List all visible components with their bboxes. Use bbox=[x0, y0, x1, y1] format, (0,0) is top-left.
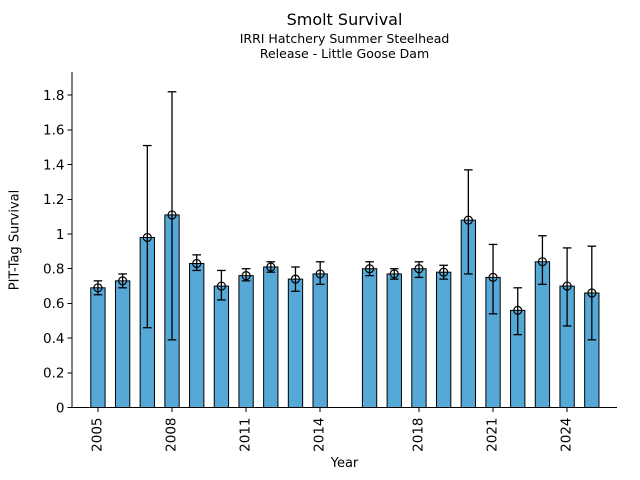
y-tick-label: 1.6 bbox=[43, 123, 64, 139]
y-tick-label: 0.2 bbox=[43, 366, 64, 382]
data-point-marker bbox=[192, 258, 202, 269]
bar bbox=[263, 266, 279, 409]
x-tick-label: 2014 bbox=[312, 418, 328, 452]
data-point-marker bbox=[241, 271, 251, 281]
data-point-marker bbox=[290, 274, 301, 284]
x-tick-label: 2021 bbox=[485, 418, 501, 452]
x-tick-label: 2005 bbox=[89, 418, 105, 452]
bar bbox=[312, 273, 328, 408]
data-point-marker bbox=[389, 269, 399, 279]
bar bbox=[189, 263, 205, 408]
data-point-marker bbox=[587, 288, 597, 298]
x-tick-label: 2024 bbox=[559, 418, 575, 452]
y-tick-label: 1.8 bbox=[43, 88, 64, 104]
bar bbox=[238, 275, 254, 408]
data-point-marker bbox=[93, 283, 103, 293]
x-axis-label: Year bbox=[330, 456, 359, 471]
data-point-marker bbox=[439, 267, 449, 277]
x-tick-label: 2011 bbox=[238, 418, 254, 452]
chart-subtitle-line2: Release - Little Goose Dam bbox=[259, 46, 430, 61]
chart-subtitle-line1: IRRI Hatchery Summer Steelhead bbox=[239, 31, 450, 46]
bar bbox=[435, 271, 452, 408]
data-point-marker bbox=[118, 276, 128, 286]
data-point-marker bbox=[562, 281, 572, 291]
data-point-marker bbox=[142, 232, 152, 243]
y-tick-label: 0.6 bbox=[43, 296, 64, 312]
bar bbox=[90, 287, 106, 409]
bar bbox=[411, 268, 427, 408]
y-tick-label: 1 bbox=[56, 227, 65, 243]
data-point-marker bbox=[167, 210, 177, 220]
data-point-marker bbox=[266, 262, 276, 272]
bar bbox=[287, 278, 304, 408]
y-tick-label: 0.8 bbox=[43, 262, 64, 278]
data-point-marker bbox=[537, 257, 548, 267]
chart-title: Smolt Survival bbox=[286, 10, 403, 29]
y-tick-label: 1.2 bbox=[43, 192, 64, 208]
y-tick-label: 1.4 bbox=[43, 157, 64, 173]
bar bbox=[213, 285, 230, 409]
x-tick-label: 2018 bbox=[410, 418, 426, 452]
y-tick-label: 0.4 bbox=[43, 331, 64, 347]
data-point-marker bbox=[216, 281, 226, 291]
y-tick-label: 0 bbox=[56, 400, 65, 416]
data-point-marker bbox=[414, 264, 424, 274]
bar bbox=[386, 273, 402, 408]
data-point-marker bbox=[463, 215, 473, 225]
data-point-marker bbox=[315, 269, 325, 279]
bar bbox=[361, 268, 378, 408]
bar bbox=[114, 280, 131, 408]
data-point-marker bbox=[488, 272, 498, 282]
data-point-marker bbox=[364, 264, 375, 274]
x-tick-label: 2008 bbox=[164, 418, 180, 452]
data-point-marker bbox=[513, 305, 523, 315]
